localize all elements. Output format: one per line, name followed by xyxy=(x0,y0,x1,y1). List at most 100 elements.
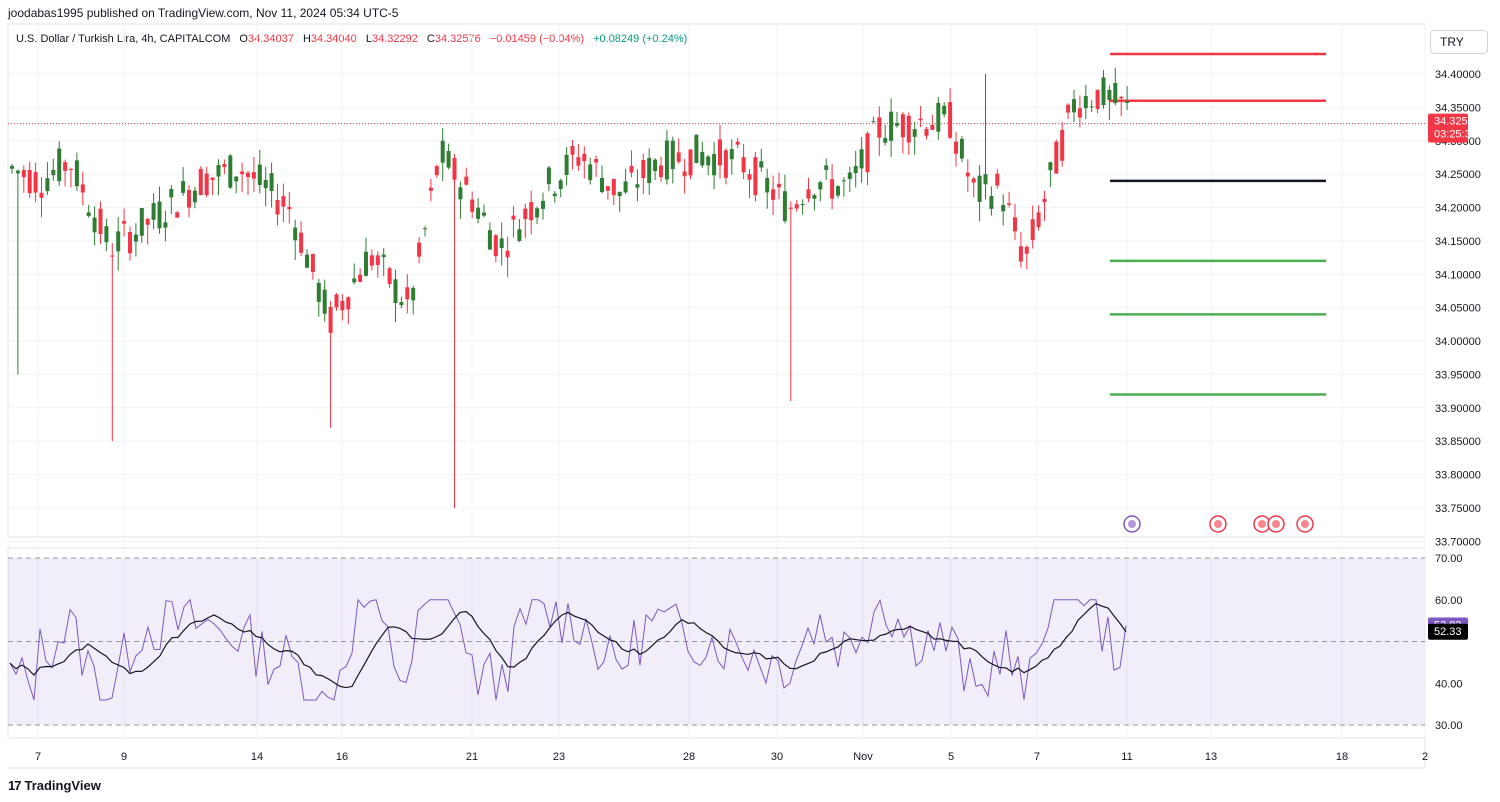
candle-body xyxy=(712,153,717,176)
candle-body xyxy=(924,129,929,136)
low-label: L xyxy=(365,33,372,45)
candle-body xyxy=(1119,96,1124,99)
candle-body xyxy=(930,124,935,130)
price-tick-label: 33.70000 xyxy=(1435,536,1481,548)
time-tick-label: 16 xyxy=(336,751,348,763)
candle-body xyxy=(86,212,91,216)
price-tick-label: 34.10000 xyxy=(1435,269,1481,281)
candle-body xyxy=(281,196,286,207)
candle-body xyxy=(541,200,545,209)
candle-body xyxy=(145,218,150,225)
candle-body xyxy=(151,203,156,220)
symbol-legend: U.S. Dollar / Turkish Lira, 4h, CAPITALC… xyxy=(16,33,687,45)
price-tick-label: 34.40000 xyxy=(1435,69,1481,81)
candle-body xyxy=(334,294,339,308)
candle-body xyxy=(375,255,380,265)
candle-body xyxy=(995,173,1000,186)
candle-body xyxy=(948,102,953,138)
candle-body xyxy=(847,172,852,179)
time-tick-label: 9 xyxy=(121,751,127,763)
candle-body xyxy=(989,196,994,209)
candle-body xyxy=(1018,246,1023,262)
candle-body xyxy=(777,183,781,188)
currency-button[interactable]: TRY xyxy=(1430,30,1488,54)
candle-body xyxy=(257,164,262,185)
candle-body xyxy=(853,165,858,174)
candle-body xyxy=(470,199,475,212)
candle-body xyxy=(263,179,268,189)
candle-body xyxy=(92,217,97,233)
candle-body xyxy=(1125,101,1130,103)
candle-body xyxy=(877,117,882,138)
candle-body xyxy=(794,204,799,209)
candle-body xyxy=(369,255,374,266)
candle-body xyxy=(80,184,85,193)
candle-body xyxy=(594,159,599,163)
last-price-tag-text: 34.32576 xyxy=(1434,116,1480,128)
candle-body xyxy=(299,232,304,253)
candle-body xyxy=(883,138,888,143)
candle-body xyxy=(240,171,245,175)
rsi-ma-value-tag-text: 52.33 xyxy=(1434,626,1462,638)
high-value: 34.34040 xyxy=(310,33,357,45)
publisher-line: joodabas1995 published on TradingView.co… xyxy=(8,6,399,20)
candle-body xyxy=(1013,217,1017,232)
candle-body xyxy=(936,102,941,132)
candle-body xyxy=(635,184,640,188)
rsi-ma-value-tag-bg xyxy=(1428,623,1468,640)
candle-body xyxy=(293,227,298,241)
candle-body xyxy=(234,176,239,182)
price-tick-label: 34.20000 xyxy=(1435,203,1481,215)
candle-body xyxy=(830,179,835,199)
candle-body xyxy=(69,168,73,170)
candle-body xyxy=(39,192,44,198)
candle-body xyxy=(741,157,746,173)
candle-body xyxy=(352,278,357,283)
candle-body xyxy=(110,255,115,257)
candle-body xyxy=(322,289,327,314)
price-tick-label: 34.00000 xyxy=(1435,336,1481,348)
candle-body xyxy=(1024,246,1029,254)
candle-body xyxy=(664,140,669,180)
candle-body xyxy=(659,165,663,178)
time-tick-label: 5 xyxy=(948,751,954,763)
candle-body xyxy=(446,151,451,168)
rsi-line xyxy=(9,598,1127,701)
candle-body xyxy=(570,145,575,155)
last-price-tag-bg xyxy=(1428,113,1468,143)
candle-body xyxy=(122,221,127,224)
candle-body xyxy=(328,306,333,333)
us-flag-icon-dot xyxy=(1272,520,1280,528)
candle-body xyxy=(169,189,174,198)
candle-body xyxy=(340,300,345,311)
candle-body xyxy=(210,177,215,181)
change-value: −0.01459 (−0.04%) xyxy=(489,33,585,45)
time-tick-label: 30 xyxy=(771,751,783,763)
candle-body xyxy=(275,199,280,215)
candle-body xyxy=(192,190,197,203)
candle-body xyxy=(216,165,221,177)
candle-body xyxy=(487,230,492,250)
rsi-band xyxy=(8,558,1425,725)
rsi-tick-label: 30.00 xyxy=(1435,720,1463,732)
candle-body xyxy=(729,149,734,160)
candle-body xyxy=(246,172,250,178)
candle-body xyxy=(204,173,209,196)
candle-body xyxy=(269,173,274,191)
candle-body xyxy=(889,111,894,141)
candle-body xyxy=(517,229,522,241)
candle-body xyxy=(157,201,162,229)
candle-body xyxy=(452,157,457,180)
candle-body xyxy=(694,134,699,163)
candle-body xyxy=(434,166,439,176)
candle-body xyxy=(865,133,870,173)
candle-body xyxy=(771,189,776,200)
candle-body xyxy=(358,274,363,282)
candle-body xyxy=(1060,130,1065,161)
price-tick-label: 34.15000 xyxy=(1435,236,1481,248)
candle-body xyxy=(824,165,829,170)
time-tick-label: 13 xyxy=(1205,751,1217,763)
time-tick-label: 28 xyxy=(683,751,695,763)
candle-body xyxy=(576,157,581,166)
